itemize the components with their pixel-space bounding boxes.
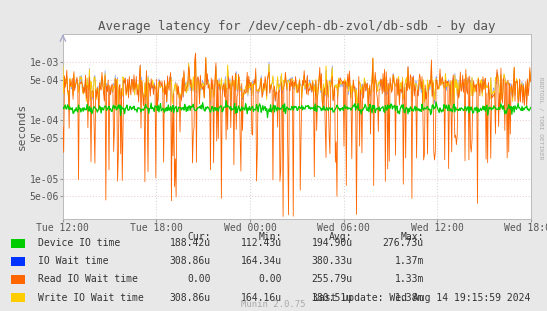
Text: 380.51u: 380.51u xyxy=(312,293,353,303)
Text: Read IO Wait time: Read IO Wait time xyxy=(38,275,138,285)
Text: 164.34u: 164.34u xyxy=(241,257,282,267)
Text: Cur:: Cur: xyxy=(187,232,211,242)
Text: Device IO time: Device IO time xyxy=(38,239,120,248)
Text: 0.00: 0.00 xyxy=(187,275,211,285)
Text: 308.86u: 308.86u xyxy=(170,293,211,303)
Text: 380.33u: 380.33u xyxy=(312,257,353,267)
Text: 1.38m: 1.38m xyxy=(394,293,424,303)
Text: Min:: Min: xyxy=(258,232,282,242)
Text: 255.79u: 255.79u xyxy=(312,275,353,285)
Text: 112.43u: 112.43u xyxy=(241,239,282,248)
Text: 1.33m: 1.33m xyxy=(394,275,424,285)
Text: 308.86u: 308.86u xyxy=(170,257,211,267)
Text: 276.73u: 276.73u xyxy=(383,239,424,248)
Text: Max:: Max: xyxy=(400,232,424,242)
Text: Munin 2.0.75: Munin 2.0.75 xyxy=(241,299,306,309)
Text: 1.37m: 1.37m xyxy=(394,257,424,267)
Text: Avg:: Avg: xyxy=(329,232,353,242)
Text: 194.90u: 194.90u xyxy=(312,239,353,248)
Text: Last update: Wed Aug 14 19:15:59 2024: Last update: Wed Aug 14 19:15:59 2024 xyxy=(313,293,531,303)
Title: Average latency for /dev/ceph-db-zvol/db-sdb - by day: Average latency for /dev/ceph-db-zvol/db… xyxy=(98,20,496,33)
Text: IO Wait time: IO Wait time xyxy=(38,257,109,267)
Y-axis label: seconds: seconds xyxy=(16,103,27,150)
Text: 188.42u: 188.42u xyxy=(170,239,211,248)
Text: 164.16u: 164.16u xyxy=(241,293,282,303)
Text: 0.00: 0.00 xyxy=(258,275,282,285)
Text: RRDTOOL / TOBI OETIKER: RRDTOOL / TOBI OETIKER xyxy=(538,77,543,160)
Text: Write IO Wait time: Write IO Wait time xyxy=(38,293,144,303)
